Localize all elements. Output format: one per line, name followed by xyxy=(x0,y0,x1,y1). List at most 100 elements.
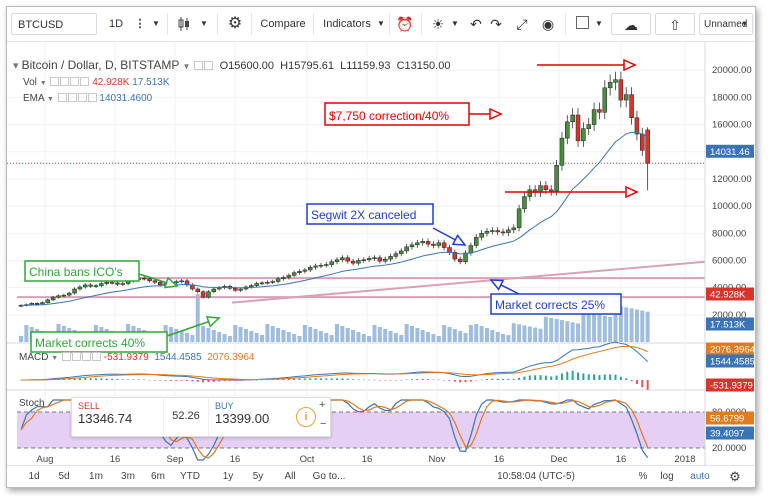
candle[interactable] xyxy=(634,117,640,135)
add-icon[interactable] xyxy=(81,352,91,361)
candle[interactable] xyxy=(195,288,200,292)
settings-icon[interactable] xyxy=(67,93,77,102)
candle[interactable] xyxy=(115,282,120,285)
gear-icon[interactable]: ⚙ xyxy=(729,469,741,484)
chevron-down-icon[interactable]: ▼ xyxy=(152,19,160,28)
redo-icon[interactable]: ↷ xyxy=(490,16,502,32)
candle[interactable] xyxy=(206,291,211,298)
candle[interactable] xyxy=(581,128,586,142)
annotation-market40-box[interactable]: Market corrects 40% xyxy=(30,331,168,353)
candle[interactable] xyxy=(265,281,270,284)
range-button-1y[interactable]: 1y xyxy=(222,471,234,482)
candle[interactable] xyxy=(570,114,575,123)
cloud-save-icon[interactable]: ☁ xyxy=(611,13,651,35)
settings-icon[interactable] xyxy=(60,77,70,86)
candle[interactable] xyxy=(281,277,286,280)
range-button-all[interactable]: All xyxy=(284,471,296,482)
candle[interactable] xyxy=(591,109,597,125)
candle[interactable] xyxy=(629,94,634,118)
range-button-1m[interactable]: 1m xyxy=(89,471,103,482)
candle[interactable] xyxy=(548,189,554,192)
candle[interactable] xyxy=(34,303,40,305)
candle[interactable] xyxy=(152,280,158,283)
compare-button[interactable]: Compare xyxy=(260,18,306,30)
annotation-market25-arrow[interactable] xyxy=(489,279,520,295)
candle[interactable] xyxy=(516,208,522,229)
sell-button[interactable]: SELL 13346.74 xyxy=(72,398,164,436)
legend-collapse-icon[interactable]: ▾ xyxy=(13,60,19,72)
close-icon[interactable] xyxy=(80,77,90,86)
buy-button[interactable]: BUY 13399.00 xyxy=(208,398,296,436)
close-icon[interactable] xyxy=(87,93,97,102)
eye-icon[interactable] xyxy=(194,61,204,70)
candle[interactable] xyxy=(409,244,415,248)
candle[interactable] xyxy=(259,282,265,285)
candle[interactable] xyxy=(431,243,436,246)
candle[interactable] xyxy=(415,242,420,246)
candle[interactable] xyxy=(72,288,77,294)
candle[interactable] xyxy=(211,288,217,292)
log-toggle[interactable]: log xyxy=(660,471,674,482)
candle[interactable] xyxy=(141,277,147,280)
candle[interactable] xyxy=(158,281,163,286)
candle[interactable] xyxy=(109,281,115,284)
chevron-down-icon[interactable]: ▼ xyxy=(451,19,459,28)
candle[interactable] xyxy=(404,246,409,252)
cloud-upload-icon[interactable]: ⇧ xyxy=(655,13,695,35)
candle[interactable] xyxy=(329,261,334,265)
candle[interactable] xyxy=(249,285,254,288)
candle[interactable] xyxy=(468,245,474,254)
annotation-correction-box[interactable]: $7,750 correction/40% xyxy=(324,102,470,126)
settings-icon[interactable] xyxy=(204,61,214,70)
settings-icon[interactable] xyxy=(71,352,81,361)
gear-icon[interactable]: ⚙ xyxy=(227,15,243,32)
fullscreen-icon[interactable]: ⤢ xyxy=(516,16,528,32)
candle[interactable] xyxy=(356,260,361,264)
trend-line[interactable] xyxy=(231,260,706,304)
range-button-5d[interactable]: 5d xyxy=(58,471,70,482)
candle[interactable] xyxy=(447,247,452,253)
chart-canvas[interactable]: 20000.0018000.0016000.0014000.0012000.00… xyxy=(7,42,755,465)
candle[interactable] xyxy=(554,165,559,192)
interval-button[interactable]: 1D xyxy=(108,18,124,30)
candle[interactable] xyxy=(254,283,259,286)
candle[interactable] xyxy=(511,227,516,231)
camera-icon[interactable]: ◉ xyxy=(541,16,555,32)
alarm-clock-icon[interactable]: ⏰ xyxy=(396,16,414,32)
candle[interactable] xyxy=(56,295,61,298)
candle[interactable] xyxy=(77,286,83,290)
candle[interactable] xyxy=(297,271,302,273)
candle[interactable] xyxy=(318,264,324,267)
auto-toggle[interactable]: auto xyxy=(690,471,710,482)
candle[interactable] xyxy=(147,278,152,282)
candle[interactable] xyxy=(61,294,67,297)
macd-signal-line[interactable] xyxy=(20,345,648,381)
chevron-down-icon[interactable]: ▼ xyxy=(200,19,208,28)
candle[interactable] xyxy=(522,196,527,210)
candle[interactable] xyxy=(602,87,608,113)
candle[interactable] xyxy=(104,281,109,284)
candle[interactable] xyxy=(45,299,51,303)
candle[interactable] xyxy=(393,253,399,257)
checkbox-icon[interactable] xyxy=(573,13,591,35)
goto-button[interactable]: Go to... xyxy=(312,471,346,482)
candle[interactable] xyxy=(543,185,549,191)
candle[interactable] xyxy=(88,284,93,287)
candle[interactable] xyxy=(307,266,313,271)
expand-plus-icon[interactable]: + xyxy=(319,399,326,411)
candle[interactable] xyxy=(623,94,629,101)
candles-style-icon[interactable] xyxy=(173,13,195,35)
candle[interactable] xyxy=(99,283,104,286)
undo-icon[interactable]: ↶ xyxy=(470,16,482,32)
percent-toggle[interactable]: % xyxy=(638,471,648,482)
candle[interactable] xyxy=(270,281,275,283)
candle[interactable] xyxy=(527,189,533,197)
candle[interactable] xyxy=(607,82,613,89)
candle[interactable] xyxy=(474,237,479,246)
candle[interactable] xyxy=(324,264,329,266)
candle[interactable] xyxy=(640,133,645,151)
info-icon[interactable]: i xyxy=(296,407,316,427)
candle[interactable] xyxy=(366,258,372,261)
annotation-china-arrow[interactable] xyxy=(138,273,179,289)
candle[interactable] xyxy=(302,269,308,272)
